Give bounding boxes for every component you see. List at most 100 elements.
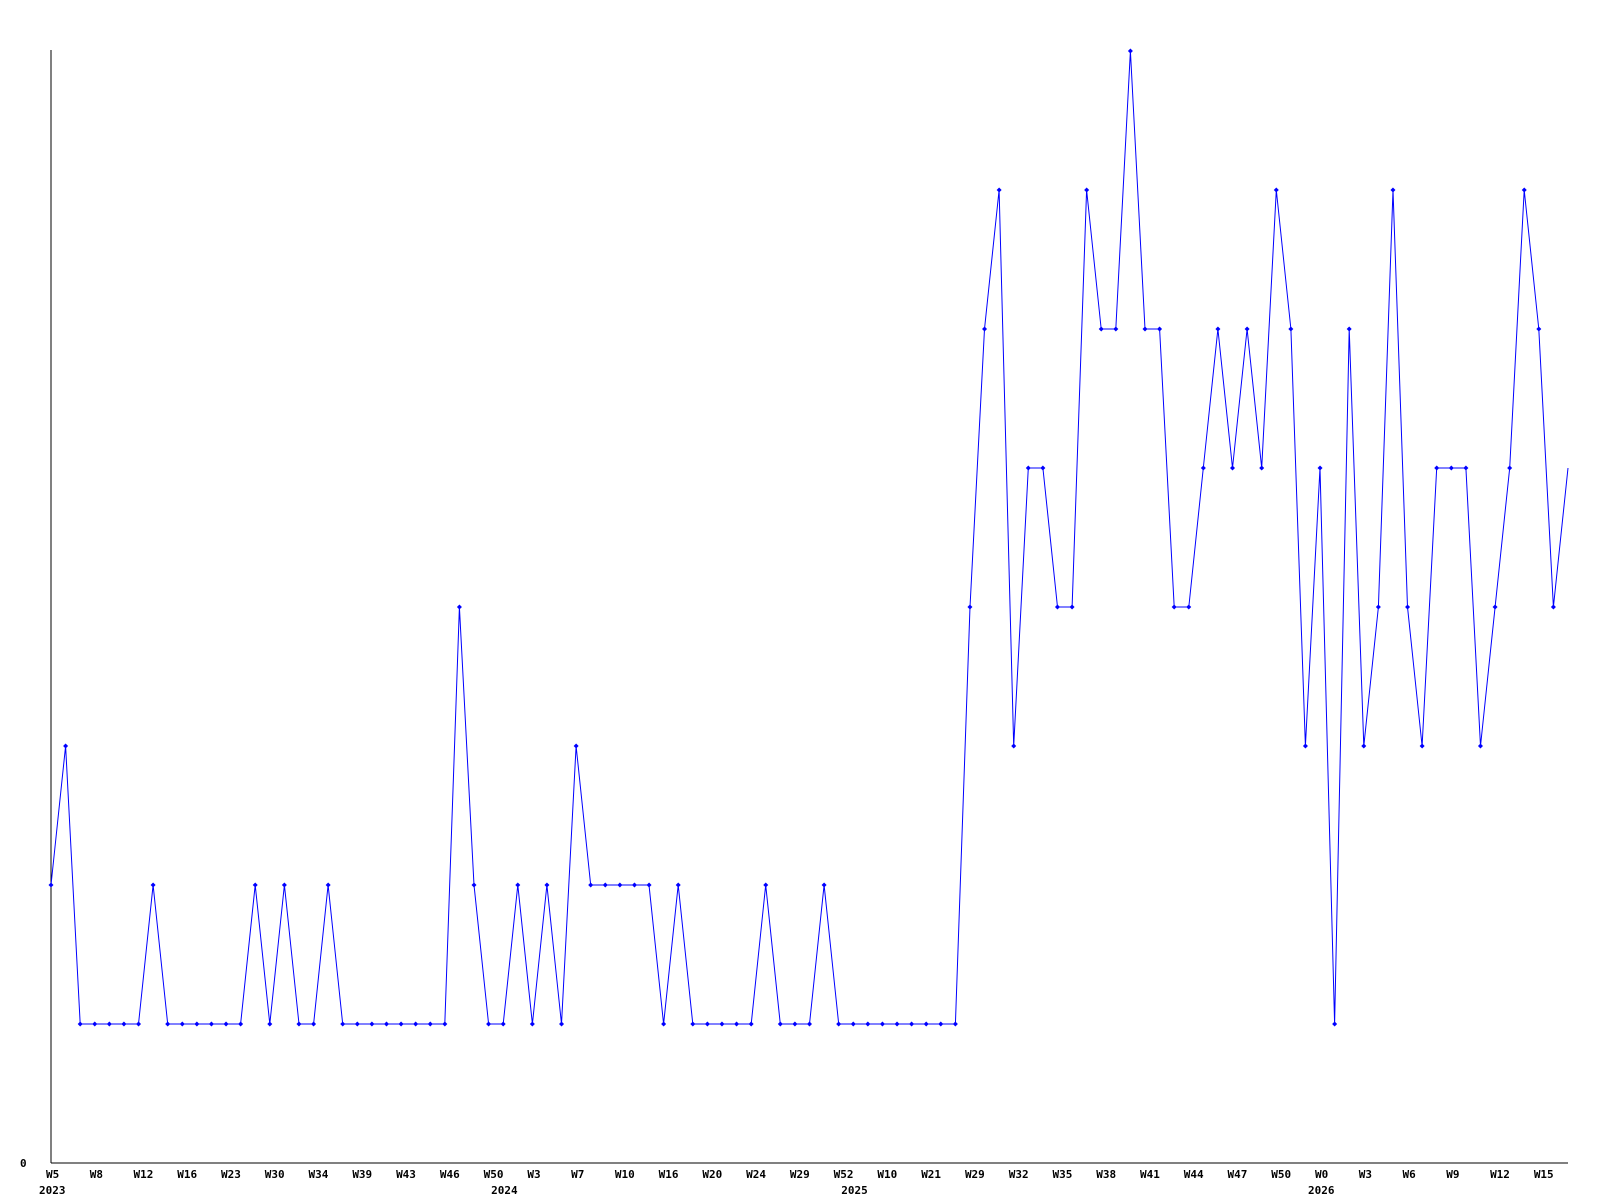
- data-point: [573, 743, 579, 749]
- data-point: [748, 1021, 754, 1027]
- data-point: [1361, 743, 1367, 749]
- data-point: [617, 882, 623, 888]
- year-label: 2026: [1308, 1184, 1335, 1197]
- data-point: [267, 1021, 273, 1027]
- x-tick-label: W52: [834, 1168, 854, 1181]
- data-point: [952, 1021, 958, 1027]
- data-point: [1288, 326, 1294, 332]
- data-point: [675, 882, 681, 888]
- x-tick-label: W21: [921, 1168, 941, 1181]
- x-tick-label: W16: [177, 1168, 197, 1181]
- x-tick-label: W44: [1184, 1168, 1204, 1181]
- year-labels: 2023 2024 2025 2026: [39, 1184, 1335, 1197]
- data-point: [383, 1021, 389, 1027]
- data-point: [1186, 604, 1192, 610]
- x-tick-label: W38: [1096, 1168, 1116, 1181]
- x-tick-label: W29: [965, 1168, 985, 1181]
- data-point: [442, 1021, 448, 1027]
- data-point: [1171, 604, 1177, 610]
- data-point: [296, 1021, 302, 1027]
- data-point: [559, 1021, 565, 1027]
- data-point: [194, 1021, 200, 1027]
- data-point: [179, 1021, 185, 1027]
- data-point: [208, 1021, 214, 1027]
- data-point: [223, 1021, 229, 1027]
- x-tick-label: W9: [1446, 1168, 1459, 1181]
- data-point: [1230, 465, 1236, 471]
- data-point: [1332, 1021, 1338, 1027]
- data-point: [486, 1021, 492, 1027]
- data-point: [427, 1021, 433, 1027]
- data-point: [1550, 604, 1556, 610]
- x-tick-label: W10: [877, 1168, 897, 1181]
- x-tick-label: W10: [615, 1168, 635, 1181]
- x-tick-label: W50: [484, 1168, 504, 1181]
- data-point: [719, 1021, 725, 1027]
- x-tick-label: W32: [1009, 1168, 1029, 1181]
- x-tick-label: W43: [396, 1168, 416, 1181]
- year-label: 2024: [491, 1184, 518, 1197]
- x-tick-label: W3: [1359, 1168, 1372, 1181]
- y-tick-label-0: 0: [20, 1157, 27, 1170]
- x-tick-label: W5: [46, 1168, 59, 1181]
- data-point: [92, 1021, 98, 1027]
- data-point: [588, 882, 594, 888]
- data-point: [398, 1021, 404, 1027]
- data-point: [1142, 326, 1148, 332]
- data-point: [1419, 743, 1425, 749]
- data-point: [909, 1021, 915, 1027]
- data-point: [1200, 465, 1206, 471]
- x-tick-label: W24: [746, 1168, 766, 1181]
- x-tick-label: W35: [1052, 1168, 1072, 1181]
- data-point: [150, 882, 156, 888]
- data-point: [1375, 604, 1381, 610]
- x-tick-label: W20: [702, 1168, 722, 1181]
- data-point: [1084, 187, 1090, 193]
- x-tick-label: W39: [352, 1168, 372, 1181]
- data-point: [369, 1021, 375, 1027]
- x-tick-label: W47: [1228, 1168, 1248, 1181]
- year-label: 2025: [841, 1184, 868, 1197]
- data-point: [1477, 743, 1483, 749]
- x-tick-label: W3: [527, 1168, 540, 1181]
- data-point: [354, 1021, 360, 1027]
- data-point: [1127, 48, 1133, 54]
- data-point: [238, 1021, 244, 1027]
- data-point: [1025, 465, 1031, 471]
- data-point: [894, 1021, 900, 1027]
- data-point: [1215, 326, 1221, 332]
- data-point: [340, 1021, 346, 1027]
- x-tick-label: W41: [1140, 1168, 1160, 1181]
- x-tick-label: W50: [1271, 1168, 1291, 1181]
- data-point: [1069, 604, 1075, 610]
- data-point: [923, 1021, 929, 1027]
- data-point: [704, 1021, 710, 1027]
- data-point: [792, 1021, 798, 1027]
- data-point: [165, 1021, 171, 1027]
- data-point: [456, 604, 462, 610]
- data-point: [1040, 465, 1046, 471]
- data-point: [1054, 604, 1060, 610]
- data-point: [1463, 465, 1469, 471]
- x-tick-labels: W5 W8 W12 W16 W23 W30 W34 W39 W43 W46 W50 W3 W7 W10 W1…: [46, 1168, 1554, 1181]
- data-point: [1507, 465, 1513, 471]
- data-point: [1346, 326, 1352, 332]
- data-point: [471, 882, 477, 888]
- series-line: [50, 50, 1569, 1025]
- data-point: [996, 187, 1002, 193]
- data-point: [865, 1021, 871, 1027]
- data-point: [1317, 465, 1323, 471]
- data-point: [311, 1021, 317, 1027]
- x-tick-label: W29: [790, 1168, 810, 1181]
- x-tick-label: W16: [659, 1168, 679, 1181]
- data-point: [1405, 604, 1411, 610]
- data-point: [646, 882, 652, 888]
- data-point: [1521, 187, 1527, 193]
- data-point: [836, 1021, 842, 1027]
- data-point: [631, 882, 637, 888]
- data-point: [48, 882, 54, 888]
- x-tick-label: W12: [134, 1168, 154, 1181]
- data-point: [281, 882, 287, 888]
- data-point: [1244, 326, 1250, 332]
